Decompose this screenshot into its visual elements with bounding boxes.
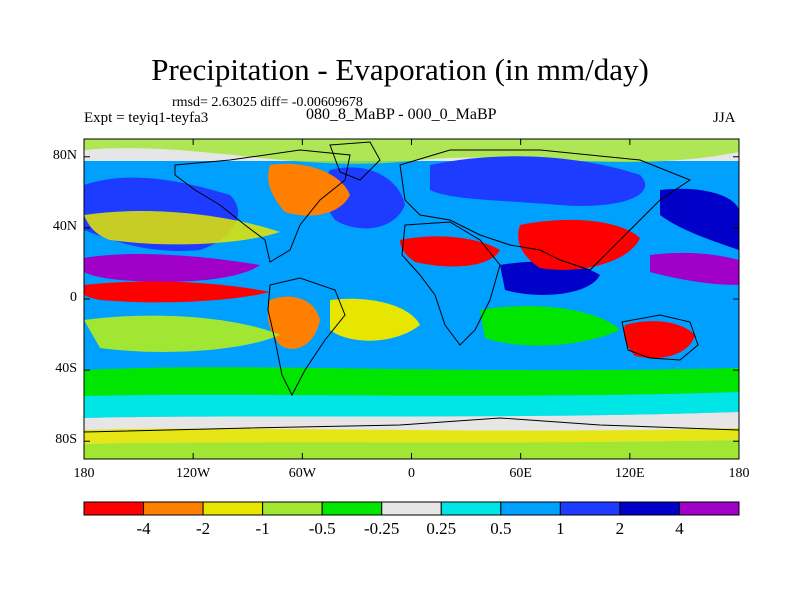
x-tick-label: 60E	[509, 466, 532, 481]
epac-itcz	[84, 254, 260, 282]
sindian-green	[480, 306, 620, 346]
colorbar-label: 0.25	[426, 519, 457, 538]
coast-north-america	[174, 149, 351, 263]
coast-greenland	[329, 141, 381, 181]
colorbar-label: 2	[615, 519, 625, 538]
x-tick-label: 120W	[176, 466, 211, 481]
period-subtitle: 080_8_MaBP - 000_0_MaBP	[306, 106, 497, 123]
coast-south-america	[267, 277, 346, 397]
colorbar-label: -0.5	[308, 519, 336, 538]
colorbar-label: -2	[195, 519, 211, 538]
southern-cyan-band	[84, 392, 739, 418]
epac-red	[84, 281, 270, 303]
coast-antarctica	[84, 417, 739, 433]
experiment-label: Expt = teyiq1-teyfa3	[84, 110, 209, 126]
iocean-blue	[500, 261, 600, 295]
field-layer	[84, 139, 739, 459]
colorbar-swatch	[262, 501, 323, 516]
asia-blue	[430, 156, 646, 206]
colorbar-swatch	[619, 501, 680, 516]
southern-green-band	[84, 367, 739, 396]
x-tick-label: 0	[408, 466, 415, 481]
samerica-orange	[267, 296, 320, 349]
colorbar-label: -1	[255, 519, 270, 538]
natl-blue	[323, 167, 405, 229]
satl-yellow	[330, 298, 420, 341]
colorbar-swatch	[321, 501, 383, 516]
arctic-green	[84, 139, 739, 164]
colorbar-swatch	[500, 501, 561, 516]
coast-africa	[401, 221, 501, 346]
season-label: JJA	[713, 110, 736, 126]
colorbar-swatch	[83, 501, 145, 516]
y-tick-label: 40S	[55, 361, 77, 377]
colorbar-label: -4	[136, 519, 151, 538]
colorbar-swatch	[440, 501, 502, 516]
spac-green	[84, 315, 280, 352]
colorbar-swatch	[381, 501, 442, 516]
x-tick-label: 180	[728, 466, 750, 481]
stats-text: rmsd= 2.63025 diff= -0.00609678	[172, 95, 363, 110]
colorbar-swatch	[678, 501, 740, 516]
wpac-itcz	[650, 252, 739, 285]
colorbar-label: 0.5	[490, 519, 512, 538]
y-tick-label: 40N	[52, 218, 77, 234]
x-tick-label: 60W	[288, 466, 316, 481]
y-tick-label: 80S	[55, 432, 77, 448]
wpac-blue	[660, 188, 739, 250]
coast-australia	[621, 314, 699, 361]
antarctic-yellow	[84, 428, 739, 444]
namerica-orange	[268, 163, 350, 216]
axis-ticks	[83, 139, 740, 459]
x-tick-label: 180	[73, 466, 95, 481]
colorbar-label: 1	[556, 519, 565, 538]
colorbar-swatch	[143, 501, 204, 516]
antarctic-green	[84, 440, 739, 459]
coastlines	[84, 141, 739, 433]
y-tick-label: 0	[70, 290, 77, 305]
asia-red	[518, 219, 640, 270]
colorbar-label: -0.25	[364, 519, 400, 538]
colorbar-swatch	[559, 501, 621, 516]
plot-title: Precipitation - Evaporation (in mm/day)	[151, 52, 649, 87]
x-tick-label: 120E	[615, 466, 645, 481]
australia-red	[623, 321, 695, 359]
colorbar-swatch	[202, 501, 264, 516]
colorbar-label: 4	[675, 519, 684, 538]
coast-eurasia	[399, 149, 692, 271]
y-tick-label: 80N	[52, 147, 77, 163]
colorbar	[83, 501, 740, 516]
africa-sahel-red	[400, 236, 500, 267]
npac-yellow	[84, 211, 280, 245]
